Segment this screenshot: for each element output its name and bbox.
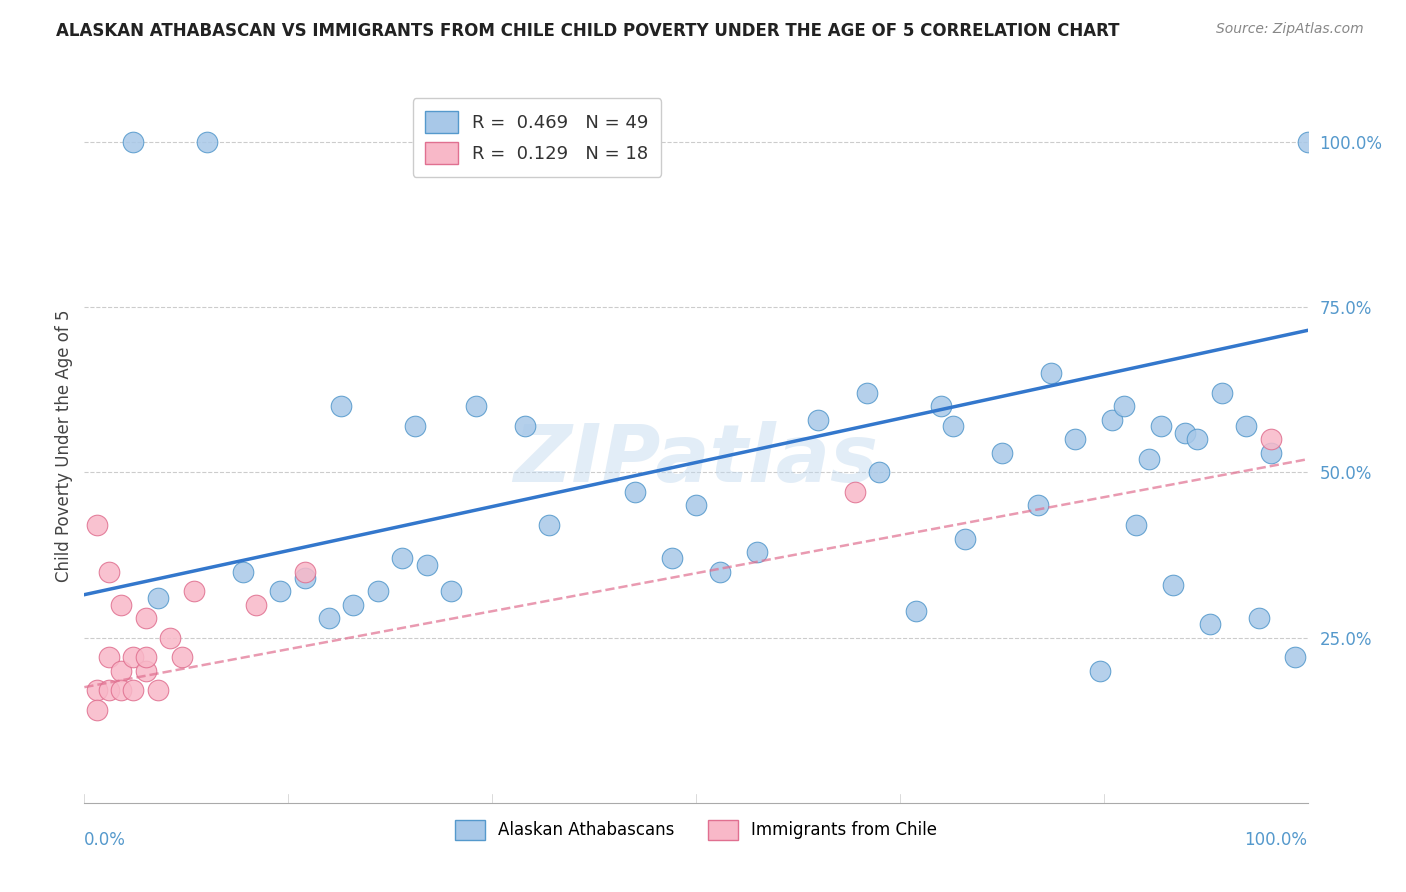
Point bbox=[1161, 578, 1184, 592]
Point bbox=[929, 400, 952, 414]
Point bbox=[97, 683, 120, 698]
Point bbox=[942, 419, 965, 434]
Point bbox=[122, 683, 145, 698]
Point bbox=[404, 419, 426, 434]
Point bbox=[1260, 445, 1282, 459]
Point bbox=[342, 598, 364, 612]
Point bbox=[661, 551, 683, 566]
Point bbox=[195, 135, 218, 149]
Point bbox=[172, 650, 194, 665]
Point bbox=[953, 532, 976, 546]
Point bbox=[1101, 412, 1123, 426]
Point bbox=[1039, 367, 1062, 381]
Point bbox=[86, 518, 108, 533]
Point bbox=[97, 650, 120, 665]
Point bbox=[294, 571, 316, 585]
Point bbox=[1174, 425, 1197, 440]
Point bbox=[146, 683, 169, 698]
Point bbox=[440, 584, 463, 599]
Point bbox=[624, 485, 647, 500]
Point bbox=[110, 683, 132, 698]
Point bbox=[513, 419, 536, 434]
Point bbox=[1125, 518, 1147, 533]
Point bbox=[1247, 611, 1270, 625]
Y-axis label: Child Poverty Under the Age of 5: Child Poverty Under the Age of 5 bbox=[55, 310, 73, 582]
Point bbox=[86, 683, 108, 698]
Text: ALASKAN ATHABASCAN VS IMMIGRANTS FROM CHILE CHILD POVERTY UNDER THE AGE OF 5 COR: ALASKAN ATHABASCAN VS IMMIGRANTS FROM CH… bbox=[56, 22, 1119, 40]
Text: 0.0%: 0.0% bbox=[84, 831, 127, 849]
Point bbox=[110, 664, 132, 678]
Point bbox=[1088, 664, 1111, 678]
Text: 100.0%: 100.0% bbox=[1244, 831, 1308, 849]
Text: ZIPatlas: ZIPatlas bbox=[513, 421, 879, 500]
Point bbox=[1028, 499, 1050, 513]
Legend: Alaskan Athabascans, Immigrants from Chile: Alaskan Athabascans, Immigrants from Chi… bbox=[443, 808, 949, 852]
Point bbox=[1114, 400, 1136, 414]
Point bbox=[245, 598, 267, 612]
Point bbox=[146, 591, 169, 605]
Point bbox=[391, 551, 413, 566]
Point bbox=[269, 584, 291, 599]
Point bbox=[294, 565, 316, 579]
Point bbox=[159, 631, 181, 645]
Point bbox=[1284, 650, 1306, 665]
Point bbox=[747, 545, 769, 559]
Point bbox=[1211, 386, 1233, 401]
Point bbox=[110, 598, 132, 612]
Point bbox=[86, 703, 108, 717]
Point bbox=[856, 386, 879, 401]
Point bbox=[709, 565, 731, 579]
Point bbox=[538, 518, 561, 533]
Point bbox=[1198, 617, 1220, 632]
Point bbox=[869, 466, 891, 480]
Point bbox=[1137, 452, 1160, 467]
Point bbox=[685, 499, 707, 513]
Point bbox=[1150, 419, 1173, 434]
Point bbox=[464, 400, 486, 414]
Point bbox=[97, 565, 120, 579]
Text: Source: ZipAtlas.com: Source: ZipAtlas.com bbox=[1216, 22, 1364, 37]
Point bbox=[1236, 419, 1258, 434]
Point bbox=[367, 584, 389, 599]
Point bbox=[122, 135, 145, 149]
Point bbox=[183, 584, 205, 599]
Point bbox=[135, 611, 157, 625]
Point bbox=[330, 400, 353, 414]
Point bbox=[807, 412, 830, 426]
Point bbox=[135, 664, 157, 678]
Point bbox=[232, 565, 254, 579]
Point bbox=[1187, 433, 1209, 447]
Point bbox=[991, 445, 1014, 459]
Point bbox=[122, 650, 145, 665]
Point bbox=[905, 604, 928, 618]
Point bbox=[1296, 135, 1319, 149]
Point bbox=[1064, 433, 1087, 447]
Point bbox=[1260, 433, 1282, 447]
Point bbox=[416, 558, 439, 572]
Point bbox=[135, 650, 157, 665]
Point bbox=[844, 485, 866, 500]
Point bbox=[318, 611, 340, 625]
